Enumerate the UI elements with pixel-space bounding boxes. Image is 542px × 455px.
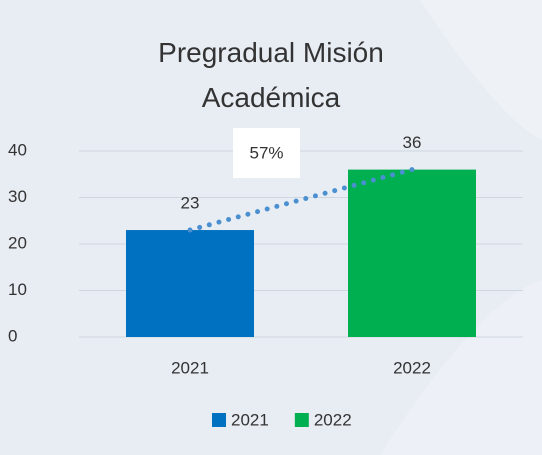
trendline	[187, 167, 415, 233]
y-tick-label: 0	[8, 326, 17, 345]
y-tick-label: 30	[8, 187, 27, 206]
chart-title: Pregradual Misión Académica	[158, 37, 384, 113]
legend-swatch	[212, 413, 226, 427]
background-decoration	[420, 0, 542, 140]
x-tick-label: 2022	[393, 358, 431, 377]
annotation: 57%	[249, 143, 283, 162]
y-tick-label: 40	[8, 140, 27, 159]
y-tick-label: 20	[8, 233, 27, 252]
background-decoration	[380, 280, 542, 455]
legend-label: 2021	[231, 410, 269, 429]
y-tick-label: 10	[8, 280, 27, 299]
bar	[126, 230, 254, 337]
bar	[348, 169, 476, 337]
data-label: 36	[403, 133, 422, 152]
data-label: 23	[181, 194, 200, 213]
x-tick-label: 2021	[171, 358, 209, 377]
legend-label: 2022	[314, 410, 352, 429]
annotation-box	[233, 128, 300, 178]
legend-swatch	[294, 413, 309, 427]
